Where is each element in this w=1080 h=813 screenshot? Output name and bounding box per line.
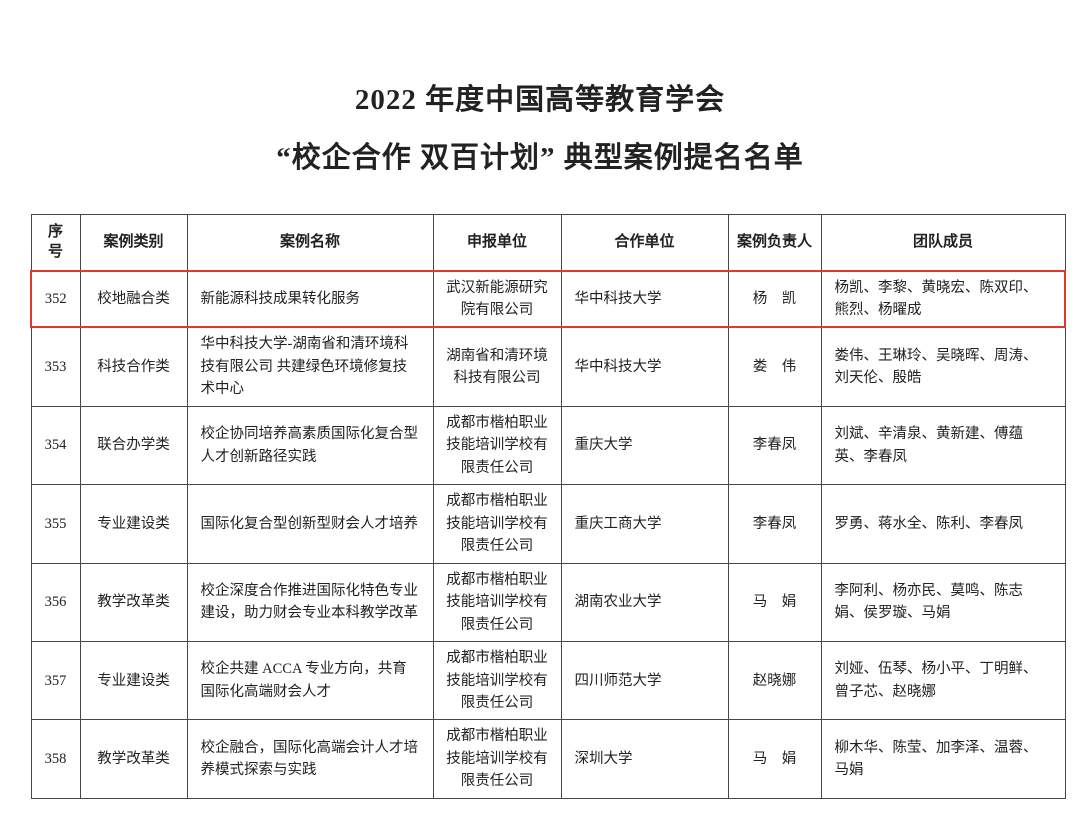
cell-partner: 重庆工商大学	[560, 484, 729, 564]
cell-applicant: 成都市楷柏职业技能培训学校有限责任公司	[432, 484, 562, 564]
header-applicant: 申报单位	[432, 214, 562, 271]
cell-case-name: 新能源科技成果转化服务	[186, 269, 434, 329]
cell-partner: 华中科技大学	[560, 269, 729, 329]
cell-no: 358	[30, 719, 81, 799]
cases-table: 序号 案例类别 案例名称 申报单位 合作单位 案例负责人 团队成员 352 校地…	[30, 214, 1066, 799]
document-page: 2022 年度中国高等教育学会 “校企合作 双百计划” 典型案例提名名单 序号 …	[0, 76, 1080, 799]
table-header-row: 序号 案例类别 案例名称 申报单位 合作单位 案例负责人 团队成员	[30, 214, 1066, 271]
cell-leader: 娄 伟	[727, 326, 822, 407]
cell-leader: 李春凤	[727, 405, 822, 486]
table-row-354: 354 联合办学类 校企协同培养高素质国际化复合型人才创新路径实践 成都市楷柏职…	[30, 405, 1066, 486]
cell-leader: 赵晓娜	[727, 641, 822, 721]
table-row-352-highlighted: 352 校地融合类 新能源科技成果转化服务 武汉新能源研究院有限公司 华中科技大…	[30, 269, 1066, 329]
table-row-358: 358 教学改革类 校企融合，国际化高端会计人才培养模式探索与实践 成都市楷柏职…	[30, 719, 1066, 799]
cell-applicant: 湖南省和清环境科技有限公司	[432, 326, 562, 407]
table-row-353: 353 科技合作类 华中科技大学-湖南省和清环境科技有限公司 共建绿色环境修复技…	[30, 326, 1066, 407]
cell-team: 杨凯、李黎、黄晓宏、陈双印、熊烈、杨曜成	[820, 269, 1066, 329]
cell-no: 353	[30, 326, 81, 407]
cell-case-name: 校企深度合作推进国际化特色专业建设，助力财会专业本科教学改革	[186, 562, 434, 643]
cell-case-name: 国际化复合型创新型财会人才培养	[186, 484, 434, 564]
header-team: 团队成员	[820, 214, 1066, 271]
cell-applicant: 成都市楷柏职业技能培训学校有限责任公司	[432, 562, 562, 643]
cell-partner: 重庆大学	[560, 405, 729, 486]
header-leader: 案例负责人	[727, 214, 822, 271]
cell-leader: 杨 凯	[727, 269, 822, 329]
cell-no: 357	[30, 641, 81, 721]
cell-partner: 四川师范大学	[560, 641, 729, 721]
table-row-356: 356 教学改革类 校企深度合作推进国际化特色专业建设，助力财会专业本科教学改革…	[30, 562, 1066, 643]
cell-category: 校地融合类	[79, 269, 188, 329]
cell-team: 刘斌、辛清泉、黄新建、傅蕴英、李春凤	[820, 405, 1066, 486]
cell-category: 教学改革类	[79, 562, 188, 643]
table-row-355: 355 专业建设类 国际化复合型创新型财会人才培养 成都市楷柏职业技能培训学校有…	[30, 484, 1066, 564]
cell-applicant: 成都市楷柏职业技能培训学校有限责任公司	[432, 405, 562, 486]
cell-case-name: 华中科技大学-湖南省和清环境科技有限公司 共建绿色环境修复技术中心	[186, 326, 434, 407]
cell-no: 355	[30, 484, 81, 564]
cell-category: 科技合作类	[79, 326, 188, 407]
cell-case-name: 校企共建 ACCA 专业方向，共育国际化高端财会人才	[186, 641, 434, 721]
cell-category: 联合办学类	[79, 405, 188, 486]
table-row-357: 357 专业建设类 校企共建 ACCA 专业方向，共育国际化高端财会人才 成都市…	[30, 641, 1066, 721]
cell-team: 柳木华、陈莹、加李泽、温蓉、马娟	[820, 719, 1066, 799]
cell-no: 356	[30, 562, 81, 643]
cell-partner: 深圳大学	[560, 719, 729, 799]
cell-leader: 马 娟	[727, 719, 822, 799]
cell-partner: 华中科技大学	[560, 326, 729, 407]
cell-case-name: 校企融合，国际化高端会计人才培养模式探索与实践	[186, 719, 434, 799]
header-category: 案例类别	[79, 214, 188, 271]
cell-no: 354	[30, 405, 81, 486]
header-partner: 合作单位	[560, 214, 729, 271]
cell-team: 娄伟、王琳玲、吴晓晖、周涛、刘天伦、殷皓	[820, 326, 1066, 407]
page-title: 2022 年度中国高等教育学会	[354, 84, 726, 116]
cell-case-name: 校企协同培养高素质国际化复合型人才创新路径实践	[186, 405, 434, 486]
cell-applicant: 成都市楷柏职业技能培训学校有限责任公司	[432, 641, 562, 721]
cell-applicant: 成都市楷柏职业技能培训学校有限责任公司	[432, 719, 562, 799]
cell-applicant: 武汉新能源研究院有限公司	[432, 269, 562, 329]
cell-team: 罗勇、蒋水全、陈利、李春凤	[820, 484, 1066, 564]
cell-category: 专业建设类	[79, 641, 188, 721]
cell-category: 专业建设类	[79, 484, 188, 564]
header-case-name: 案例名称	[186, 214, 434, 271]
cell-no: 352	[30, 269, 81, 329]
cell-team: 李阿利、杨亦民、莫鸣、陈志娟、侯罗璇、马娟	[820, 562, 1066, 643]
cell-leader: 马 娟	[727, 562, 822, 643]
cell-partner: 湖南农业大学	[560, 562, 729, 643]
page-subtitle: “校企合作 双百计划” 典型案例提名名单	[276, 142, 804, 174]
cell-category: 教学改革类	[79, 719, 188, 799]
cell-leader: 李春凤	[727, 484, 822, 564]
cell-team: 刘娅、伍琴、杨小平、丁明鲜、曾子芯、赵晓娜	[820, 641, 1066, 721]
header-no: 序号	[30, 214, 81, 271]
